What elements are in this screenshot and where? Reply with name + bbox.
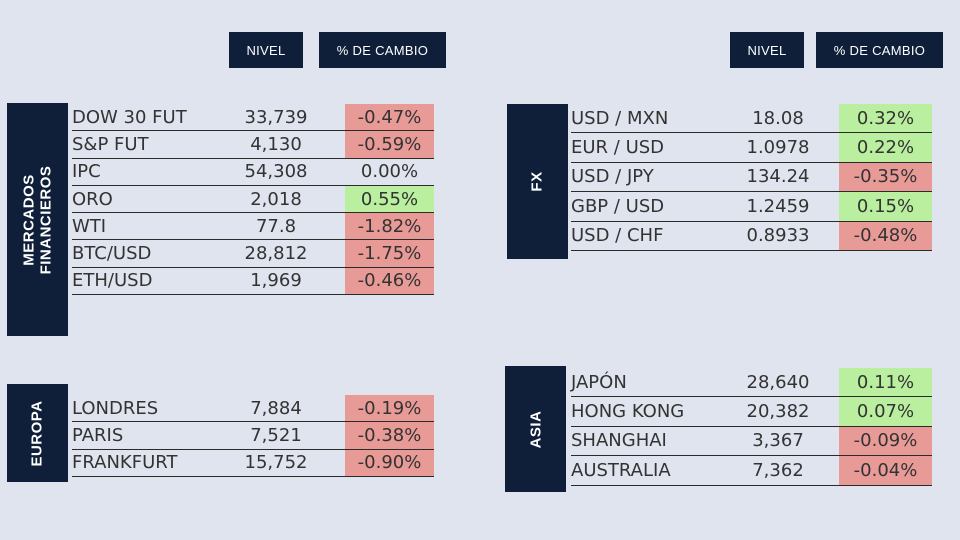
instrument-name: ORO [72, 188, 113, 210]
change-value: 0.00% [360, 161, 419, 183]
mercados-table: DOW 30 FUT 33,739 -0.47% S&P FUT 4,130 -0.59%… [72, 104, 434, 296]
table-row: HONG KONG 20,382 0.07% [571, 397, 932, 427]
nivel-value: 7,521 [250, 424, 302, 446]
nivel-value: 77.8 [255, 215, 297, 237]
change-value: 0.11% [839, 368, 932, 397]
table-row: GBP / USD 1.2459 0.15% [571, 192, 932, 222]
nivel-value: 54,308 [244, 161, 308, 183]
instrument-name: SHANGHAI [571, 430, 667, 452]
instrument-name: WTI [72, 215, 107, 237]
instrument-name: JAPÓN [571, 371, 627, 393]
europa-label: EUROPA [7, 384, 68, 482]
instrument-name: USD / MXN [571, 107, 669, 129]
table-row: FRANKFURT 15,752 -0.90% [72, 449, 434, 477]
table-row: USD / JPY 134.24 -0.35% [571, 162, 932, 193]
nivel-value: 1,969 [250, 270, 302, 292]
change-value: 0.07% [839, 397, 932, 426]
nivel-value: 3,367 [752, 430, 804, 452]
change-value: 0.15% [839, 192, 932, 221]
table-row: USD / MXN 18.08 0.32% [571, 104, 932, 134]
europa-table: LONDRES 7,884 -0.19% PARIS 7,521 -0.38% FRANKF… [72, 395, 434, 477]
table-row: AUSTRALIA 7,362 -0.04% [571, 456, 932, 486]
asia-table: JAPÓN 28,640 0.11% HONG KONG 20,382 0.07% SHAN… [571, 368, 932, 486]
change-value: -0.35% [839, 162, 932, 192]
table-row: S&P FUT 4,130 -0.59% [72, 131, 434, 159]
nivel-value: 7,362 [752, 459, 804, 481]
change-value: -0.90% [345, 449, 434, 476]
nivel-value: 134.24 [746, 166, 810, 188]
nivel-value: 0.8933 [746, 225, 810, 247]
change-value: 0.32% [839, 104, 932, 133]
change-value: -0.09% [839, 426, 932, 456]
instrument-name: DOW 30 FUT [72, 106, 187, 128]
table-row: BTC/USD 28,812 -1.75% [72, 240, 434, 268]
instrument-name: S&P FUT [72, 133, 149, 155]
nivel-value: 2,018 [250, 188, 302, 210]
nivel-value: 33,739 [244, 106, 308, 128]
table-row: SHANGHAI 3,367 -0.09% [571, 426, 932, 457]
instrument-name: AUSTRALIA [571, 459, 671, 481]
table-row: PARIS 7,521 -0.38% [72, 422, 434, 450]
nivel-value: 18.08 [752, 107, 804, 129]
mercados-financieros-label: MERCADOS FINANCIEROS [7, 103, 68, 336]
change-value: 0.22% [839, 133, 932, 162]
instrument-name: IPC [72, 161, 101, 183]
fx-table: USD / MXN 18.08 0.32% EUR / USD 1.0978 0.22% U… [571, 104, 932, 251]
instrument-name: USD / JPY [571, 166, 654, 188]
table-row: ETH/USD 1,969 -0.46% [72, 267, 434, 296]
instrument-name: USD / CHF [571, 225, 664, 247]
change-value: -0.47% [345, 104, 434, 131]
change-value: 0.55% [345, 185, 434, 213]
table-row: JAPÓN 28,640 0.11% [571, 368, 932, 398]
nivel-value: 28,640 [746, 371, 810, 393]
change-value: -0.38% [345, 422, 434, 449]
table-row: LONDRES 7,884 -0.19% [72, 395, 434, 423]
change-value: -0.04% [839, 456, 932, 485]
nivel-value: 15,752 [244, 452, 308, 474]
instrument-name: EUR / USD [571, 137, 665, 159]
instrument-name: HONG KONG [571, 401, 685, 423]
nivel-header-right: NIVEL [730, 32, 804, 68]
nivel-value: 1.0978 [746, 137, 810, 159]
table-row: EUR / USD 1.0978 0.22% [571, 133, 932, 163]
change-value: -0.19% [345, 395, 434, 422]
instrument-name: ETH/USD [72, 270, 153, 292]
table-row: WTI 77.8 -1.82% [72, 213, 434, 241]
change-value: -0.48% [839, 221, 932, 250]
fx-label: FX [507, 104, 568, 259]
instrument-name: FRANKFURT [72, 452, 178, 474]
cambio-header-left: % DE CAMBIO [319, 32, 446, 68]
nivel-value: 4,130 [250, 133, 302, 155]
table-row: DOW 30 FUT 33,739 -0.47% [72, 104, 434, 132]
nivel-value: 20,382 [746, 401, 810, 423]
nivel-value: 28,812 [244, 243, 308, 265]
instrument-name: LONDRES [72, 397, 159, 419]
cambio-header-right: % DE CAMBIO [816, 32, 943, 68]
instrument-name: BTC/USD [72, 243, 152, 265]
change-value: -0.46% [345, 267, 434, 295]
nivel-value: 7,884 [250, 397, 302, 419]
table-row: USD / CHF 0.8933 -0.48% [571, 221, 932, 251]
change-value: -1.82% [345, 213, 434, 240]
instrument-name: GBP / USD [571, 195, 665, 217]
change-value: -1.75% [345, 240, 434, 267]
nivel-header-left: NIVEL [229, 32, 303, 68]
change-value: -0.59% [345, 131, 434, 158]
table-row: IPC 54,308 0.00% [72, 159, 434, 186]
mercados-label-line2: FINANCIEROS [37, 165, 55, 274]
mercados-label-line1: MERCADOS [20, 173, 38, 266]
instrument-name: PARIS [72, 424, 124, 446]
asia-label: ASIA [505, 366, 566, 492]
nivel-value: 1.2459 [746, 195, 810, 217]
table-row: ORO 2,018 0.55% [72, 185, 434, 214]
